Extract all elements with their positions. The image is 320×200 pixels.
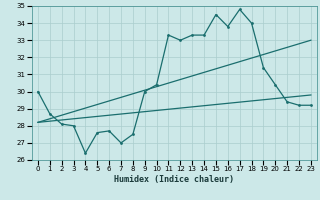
X-axis label: Humidex (Indice chaleur): Humidex (Indice chaleur) (115, 175, 234, 184)
